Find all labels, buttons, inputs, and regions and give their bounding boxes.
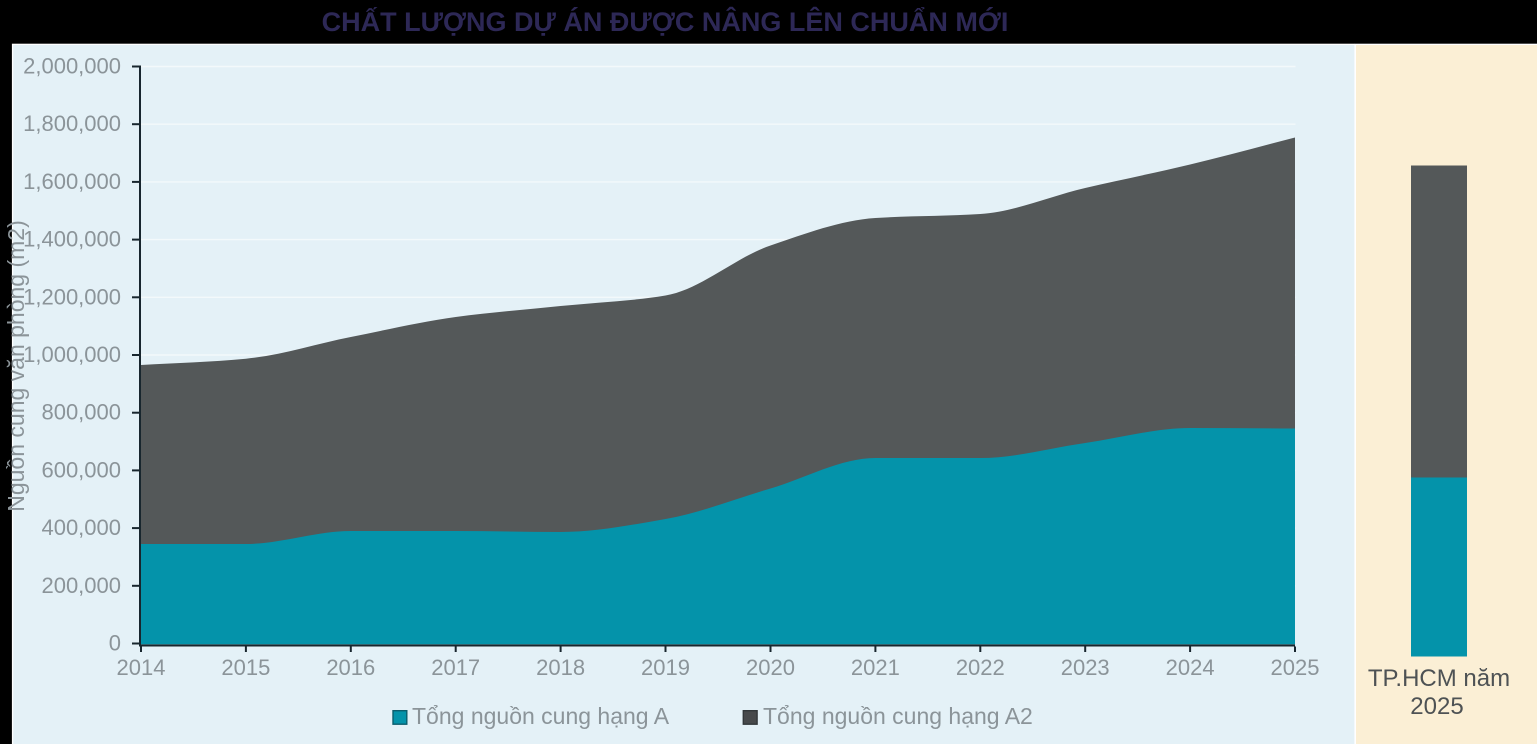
svg-text:2019: 2019	[641, 655, 690, 680]
svg-text:1,000,000: 1,000,000	[23, 342, 121, 367]
svg-text:1,400,000: 1,400,000	[23, 227, 121, 252]
svg-text:800,000: 800,000	[41, 400, 121, 425]
svg-text:2017: 2017	[431, 655, 480, 680]
svg-text:2024: 2024	[1166, 655, 1215, 680]
svg-text:2014: 2014	[117, 655, 166, 680]
svg-text:2022: 2022	[956, 655, 1005, 680]
svg-text:CHẤT LƯỢNG DỰ ÁN ĐƯỢC NÂNG LÊN: CHẤT LƯỢNG DỰ ÁN ĐƯỢC NÂNG LÊN CHUẨN MỚI	[322, 6, 1009, 37]
svg-text:Tổng nguồn cung hạng A: Tổng nguồn cung hạng A	[412, 703, 670, 729]
svg-text:1,600,000: 1,600,000	[23, 169, 121, 194]
svg-text:2018: 2018	[536, 655, 585, 680]
svg-text:2023: 2023	[1061, 655, 1110, 680]
svg-text:1,800,000: 1,800,000	[23, 111, 121, 136]
svg-text:1,200,000: 1,200,000	[23, 284, 121, 309]
svg-text:Tổng nguồn cung hạng A2: Tổng nguồn cung hạng A2	[763, 703, 1033, 729]
svg-text:Nguồn cung văn phòng (m2): Nguồn cung văn phòng (m2)	[3, 220, 29, 512]
svg-text:2016: 2016	[326, 655, 375, 680]
svg-text:2020: 2020	[746, 655, 795, 680]
svg-text:2025: 2025	[1410, 693, 1463, 720]
svg-text:200,000: 200,000	[41, 573, 121, 598]
svg-text:2015: 2015	[221, 655, 270, 680]
svg-text:2,000,000: 2,000,000	[23, 54, 121, 79]
svg-text:2021: 2021	[851, 655, 900, 680]
svg-text:2025: 2025	[1271, 655, 1320, 680]
svg-text:0: 0	[109, 631, 121, 656]
svg-text:TP.HCM năm: TP.HCM năm	[1368, 665, 1510, 692]
svg-text:600,000: 600,000	[41, 457, 121, 482]
svg-text:400,000: 400,000	[41, 515, 121, 540]
